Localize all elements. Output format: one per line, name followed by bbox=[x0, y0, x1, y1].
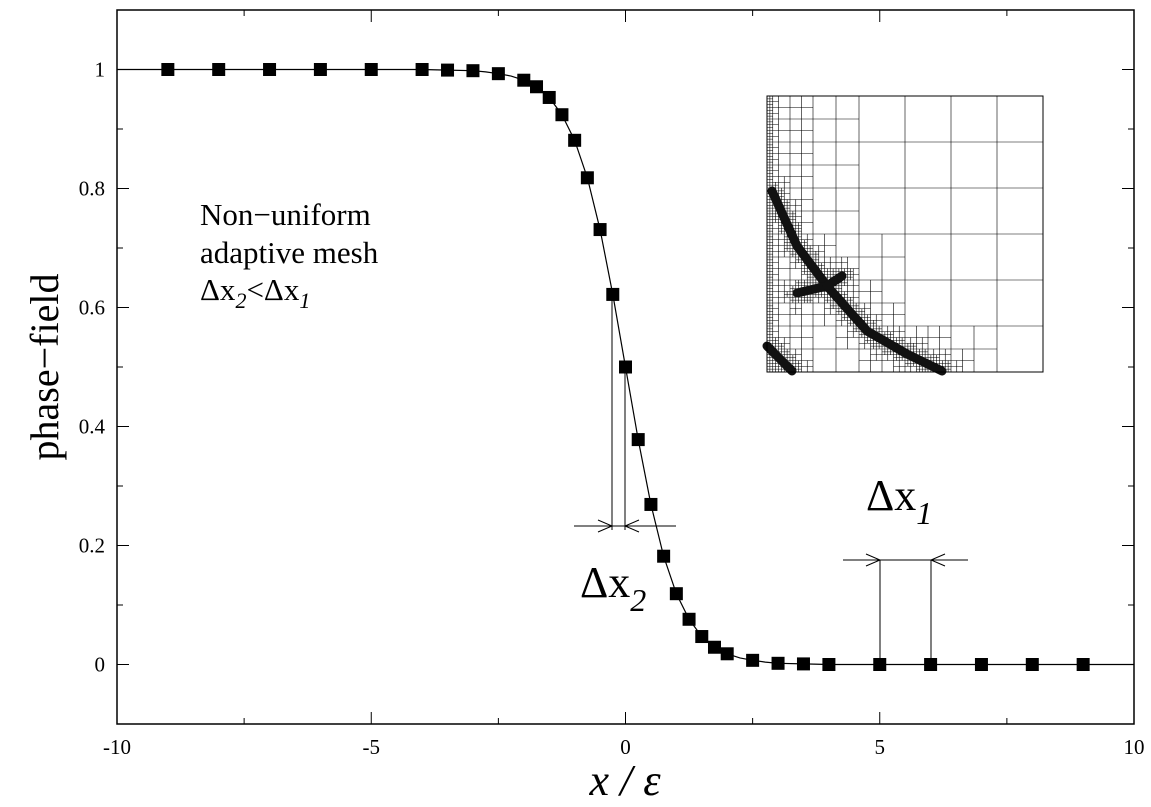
annotation: Non−uniform bbox=[200, 197, 371, 232]
annotation-part: <Δx bbox=[246, 272, 299, 307]
data-point bbox=[619, 360, 632, 374]
dx-sub: 2 bbox=[630, 582, 646, 618]
mesh-cells bbox=[766, 95, 1044, 373]
x-axis-label: x / ε bbox=[588, 756, 661, 805]
y-tick-label: 0.2 bbox=[79, 534, 105, 558]
data-point bbox=[212, 63, 226, 76]
x-tick-label: -5 bbox=[363, 735, 381, 759]
data-point bbox=[746, 653, 760, 667]
annotation-sub: 2 bbox=[235, 288, 246, 313]
data-point bbox=[924, 658, 938, 671]
mesh-frame bbox=[766, 95, 1044, 373]
y-tick-label: 1 bbox=[95, 58, 106, 82]
data-point bbox=[364, 63, 378, 76]
mesh-interface bbox=[822, 271, 847, 291]
dx-sub: 1 bbox=[916, 495, 932, 531]
data-point bbox=[1076, 658, 1090, 671]
data-point bbox=[555, 108, 569, 122]
dx2-marker bbox=[574, 293, 676, 533]
y-axis-label: phase−field bbox=[22, 274, 67, 461]
mesh-inset bbox=[762, 95, 1044, 376]
y-tick-label: 0 bbox=[95, 653, 106, 677]
x-tick-label: 0 bbox=[620, 735, 631, 759]
data-point bbox=[644, 497, 658, 511]
data-point bbox=[161, 63, 175, 76]
mesh-interface bbox=[767, 186, 947, 376]
data-point bbox=[720, 647, 734, 661]
x-tick-label: -10 bbox=[103, 735, 131, 759]
data-point bbox=[707, 640, 721, 654]
data-point bbox=[313, 63, 327, 76]
data-point bbox=[669, 587, 683, 601]
data-point bbox=[491, 67, 505, 81]
dx-base: Δx bbox=[866, 471, 916, 520]
mesh-interface bbox=[792, 281, 832, 298]
data-point bbox=[466, 64, 480, 78]
y-tick-label: 0.6 bbox=[79, 296, 105, 320]
data-point bbox=[657, 549, 671, 563]
data-point bbox=[631, 433, 645, 447]
data-point bbox=[593, 223, 607, 237]
data-point bbox=[822, 658, 836, 671]
data-point bbox=[1025, 658, 1039, 671]
y-tick-label: 0.8 bbox=[79, 177, 105, 201]
x-tick-label: 5 bbox=[875, 735, 886, 759]
mesh-interface bbox=[762, 341, 797, 376]
data-point bbox=[695, 630, 709, 644]
annotation-part: Δx bbox=[200, 272, 236, 307]
data-point bbox=[796, 657, 810, 671]
data-point bbox=[517, 73, 531, 87]
data-point bbox=[974, 658, 988, 671]
data-point bbox=[441, 63, 455, 77]
data-point bbox=[873, 658, 887, 671]
data-point bbox=[415, 63, 429, 76]
data-point bbox=[771, 656, 785, 670]
data-point bbox=[568, 133, 582, 147]
y-tick-label: 0.4 bbox=[79, 415, 106, 439]
data-point bbox=[542, 90, 556, 104]
data-point bbox=[263, 63, 277, 76]
dx1-marker bbox=[843, 553, 968, 664]
data-point bbox=[580, 171, 594, 185]
dx1-label: Δx1 bbox=[866, 471, 932, 531]
data-point bbox=[606, 287, 620, 301]
x-tick-label: 10 bbox=[1124, 735, 1145, 759]
data-point bbox=[530, 80, 544, 94]
annotation-formula: Δx2<Δx1 bbox=[200, 272, 310, 313]
data-point bbox=[682, 612, 696, 626]
annotation: adaptive mesh bbox=[200, 235, 379, 270]
annotation-sub: 1 bbox=[299, 288, 310, 313]
dx-base: Δx bbox=[580, 558, 630, 607]
dx2-label: Δx2 bbox=[580, 558, 646, 618]
